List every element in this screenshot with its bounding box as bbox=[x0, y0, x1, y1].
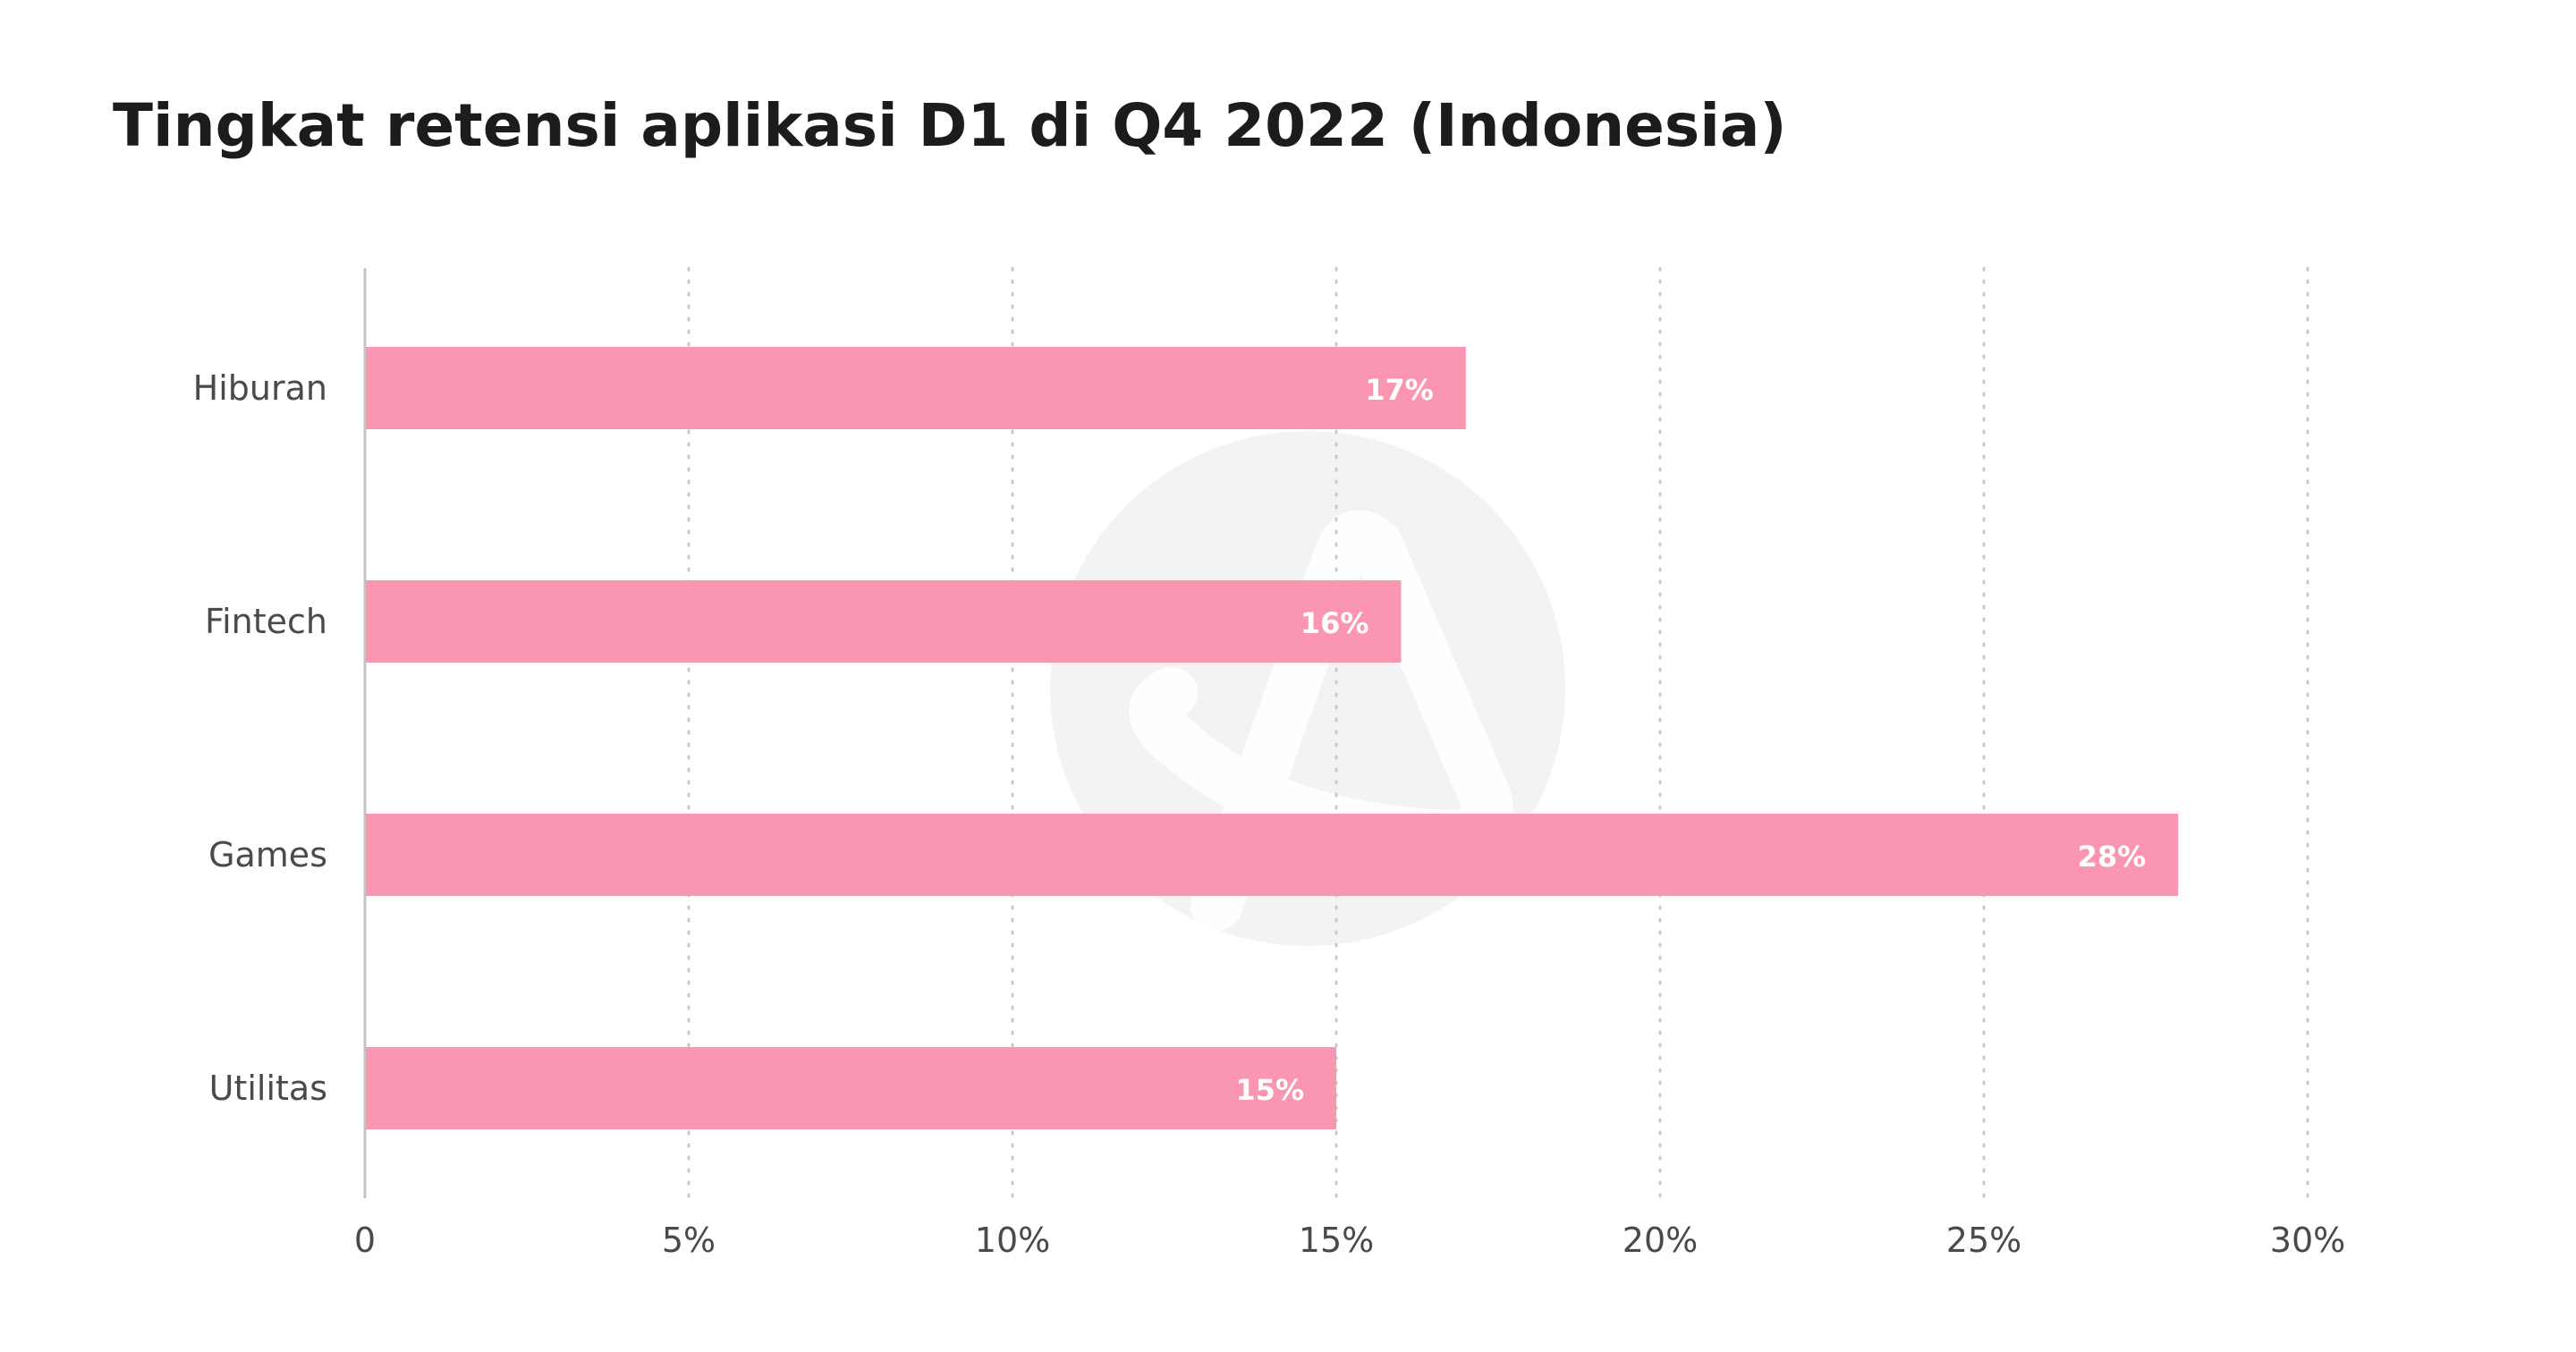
data-label: 16% bbox=[1301, 606, 1369, 640]
x-tick-label: 25% bbox=[1946, 1221, 2021, 1260]
bar-utilitas bbox=[366, 1047, 1336, 1129]
category-label: Fintech bbox=[205, 602, 327, 641]
x-tick-label: 10% bbox=[975, 1221, 1050, 1260]
bar-games bbox=[366, 814, 2179, 896]
category-label: Games bbox=[208, 835, 327, 875]
bar-fintech bbox=[366, 580, 1402, 663]
category-label: Utilitas bbox=[209, 1069, 327, 1108]
data-label: 15% bbox=[1235, 1073, 1304, 1107]
bar-hiburan bbox=[366, 347, 1466, 429]
x-tick-label: 5% bbox=[662, 1221, 716, 1260]
x-tick-label: 0 bbox=[354, 1221, 376, 1260]
x-tick-label: 30% bbox=[2270, 1221, 2345, 1260]
x-tick-label: 15% bbox=[1299, 1221, 1374, 1260]
category-label: Hiburan bbox=[193, 368, 327, 408]
data-label: 17% bbox=[1365, 373, 1434, 407]
x-tick-label: 20% bbox=[1623, 1221, 1698, 1260]
chart-title: Tingkat retensi aplikasi D1 di Q4 2022 (… bbox=[113, 91, 1787, 160]
data-label: 28% bbox=[2078, 840, 2147, 874]
